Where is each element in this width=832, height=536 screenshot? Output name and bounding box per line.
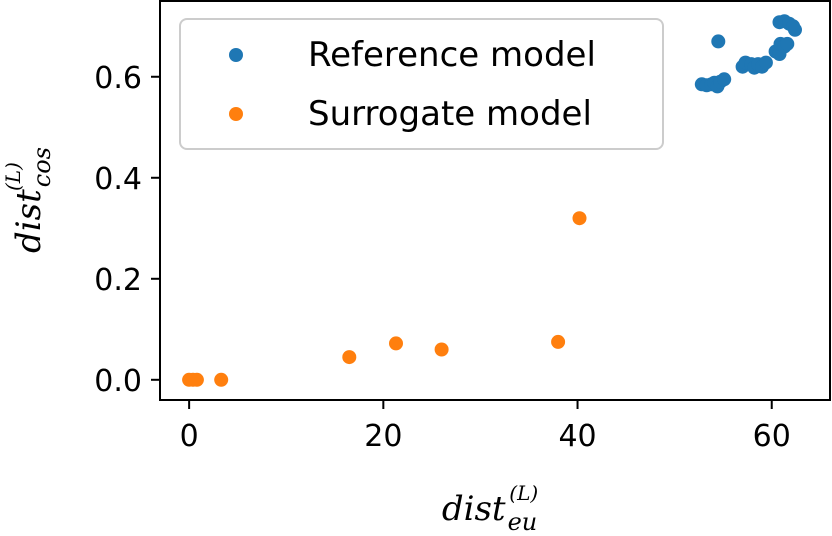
x-axis-label: disteu(L) — [442, 481, 538, 536]
legend: Reference model Surrogate model — [179, 18, 664, 150]
data-point-surrogate — [389, 336, 403, 351]
y-tick-label: 0.6 — [94, 61, 142, 96]
legend-box — [179, 18, 664, 150]
x-tick-label: 20 — [364, 419, 402, 454]
y-tick-label: 0.0 — [94, 364, 142, 399]
legend-label-surrogate: Surrogate model — [308, 94, 592, 134]
y-tick-label: 0.4 — [94, 162, 142, 197]
x-tick-label: 0 — [180, 419, 199, 454]
y-axis-label: distcos(L) — [1, 147, 56, 253]
data-point-surrogate — [572, 211, 587, 226]
data-point-reference — [717, 72, 732, 87]
data-point-surrogate — [214, 372, 229, 387]
data-point-reference — [788, 22, 802, 37]
plot-area-frame — [159, 0, 831, 401]
data-point-surrogate — [551, 334, 566, 349]
data-point-reference — [758, 55, 773, 70]
legend-marker-reference — [229, 48, 243, 62]
points-layer — [182, 14, 802, 387]
data-point-surrogate — [434, 342, 449, 357]
data-point-surrogate — [342, 350, 357, 365]
x-tick-label: 60 — [753, 419, 791, 454]
data-point-surrogate — [189, 372, 204, 387]
ticks-layer: 0 20 40 60 0.0 0.2 0.4 0.6 — [94, 61, 791, 454]
legend-marker-surrogate — [229, 107, 243, 121]
y-tick-label: 0.2 — [94, 263, 142, 298]
data-point-reference — [711, 34, 726, 49]
legend-label-reference: Reference model — [308, 35, 596, 75]
data-point-reference — [780, 36, 795, 51]
x-tick-label: 40 — [558, 419, 596, 454]
